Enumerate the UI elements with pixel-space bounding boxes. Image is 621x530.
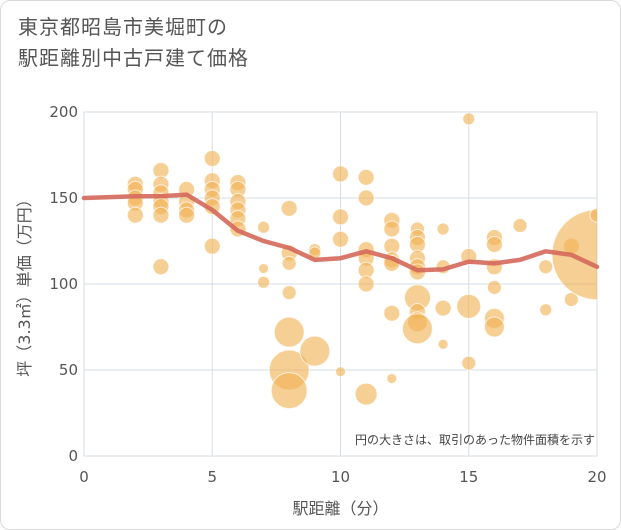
bubble-78 [485,235,503,253]
bubble-size-note: 円の大きさは、取引のあった物件面積を示す [355,432,595,447]
bubble-42 [332,208,349,226]
x-tick-labels: 0 5 10 15 20 [79,468,606,486]
y-tick-4: 200 [49,103,78,121]
chart-title: 東京都昭島市美堀町の 駅距離別中古戸建て価格 [18,12,249,74]
bubble-80 [486,279,502,295]
bubble-40 [299,335,331,367]
bubble-83 [512,218,528,234]
bubble-71 [434,299,452,317]
bubble-46 [357,189,375,207]
bubble-15 [178,206,196,224]
y-tick-1: 50 [59,361,78,379]
bubble-85 [539,303,553,317]
y-tick-labels: 0 50 100 150 200 [49,103,78,465]
title-line-1: 東京都昭島市美堀町の [18,15,228,39]
bubble-30 [257,275,271,289]
bubble-82 [483,316,505,338]
bubble-69 [436,222,450,236]
y-tick-2: 100 [49,275,78,293]
bubble-11 [152,258,170,276]
y-tick-0: 0 [68,447,78,465]
grid-lines [83,111,598,457]
bubble-43 [332,230,349,248]
x-tick-2: 10 [331,468,350,486]
bubble-51 [354,382,378,406]
bubble-50 [357,275,375,293]
bubble-41 [332,165,349,183]
bubble-34 [281,285,297,301]
bubble-57 [383,304,401,322]
bubble-45 [357,168,375,186]
bubble-76 [461,355,477,371]
y-axis-label: 坪（3.3㎡）単価（万円） [15,191,34,376]
bubble-75 [456,293,482,319]
bubble-28 [257,220,271,234]
bubble-21 [203,237,221,255]
bubble-4 [126,206,144,224]
title-line-2: 駅距離別中古戸建て価格 [18,46,249,70]
x-axis-label: 駅距離（分） [292,499,388,518]
bubble-37 [270,372,308,410]
bubble-35 [273,316,305,348]
bubble-29 [258,263,270,275]
bubble-58 [386,373,398,385]
bubble-87 [563,291,579,307]
bubble-44 [335,366,346,378]
bubble-89 [589,207,597,223]
x-tick-4: 20 [587,468,606,486]
bubble-72 [437,338,449,350]
bubble-53 [383,220,401,238]
bubble-31 [280,199,298,217]
bubble-73 [462,112,476,126]
y-tick-3: 150 [49,189,78,207]
x-tick-0: 0 [79,468,89,486]
bubble-10 [152,206,170,224]
bubble-16 [203,149,221,167]
x-tick-3: 15 [459,468,478,486]
trend-line [81,192,600,273]
bubble-84 [538,259,554,275]
bubble-68 [401,313,433,345]
x-tick-1: 5 [207,468,217,486]
bubble-33 [281,255,297,271]
